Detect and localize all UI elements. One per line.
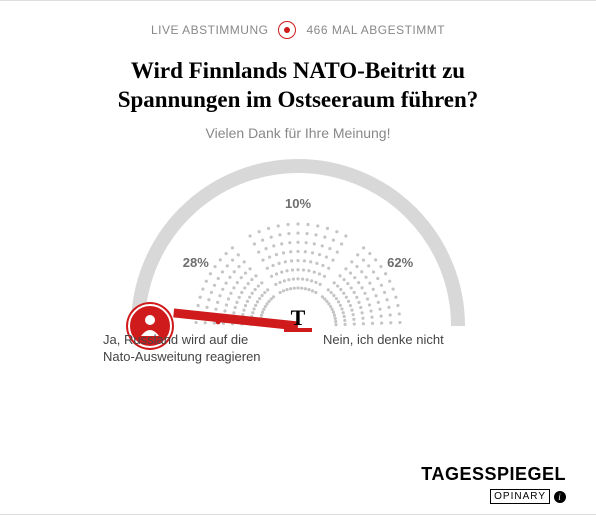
option-right: Nein, ich denke nicht [323, 331, 493, 366]
info-icon[interactable]: i [554, 491, 566, 503]
poll-question: Wird Finnlands NATO-Beitritt zu Spannung… [70, 57, 526, 115]
svg-text:62%: 62% [387, 255, 413, 270]
svg-text:10%: 10% [285, 196, 311, 211]
svg-text:T: T [291, 305, 306, 330]
vote-count: 466 MAL ABGESTIMMT [306, 23, 445, 37]
brand-label: TAGESSPIEGEL [421, 464, 566, 485]
thanks-message: Vielen Dank für Ihre Meinung! [30, 125, 566, 141]
option-left: Ja, Russland wird auf die Nato-Ausweitun… [103, 331, 273, 366]
header-line: LIVE ABSTIMMUNG 466 MAL ABGESTIMMT [30, 21, 566, 39]
poll-widget: LIVE ABSTIMMUNG 466 MAL ABGESTIMMT Wird … [0, 0, 596, 515]
live-indicator-icon [278, 21, 296, 39]
svg-text:28%: 28% [183, 255, 209, 270]
live-label: LIVE ABSTIMMUNG [151, 23, 269, 37]
gauge-area[interactable]: 28% 10% 62% T Ja, Russland wird auf die Nat… [30, 151, 566, 465]
provider[interactable]: OPINARY i [490, 489, 566, 504]
option-labels: Ja, Russland wird auf die Nato-Ausweitun… [103, 331, 493, 366]
provider-label: OPINARY [490, 489, 550, 504]
footer: TAGESSPIEGEL OPINARY i [30, 464, 566, 504]
